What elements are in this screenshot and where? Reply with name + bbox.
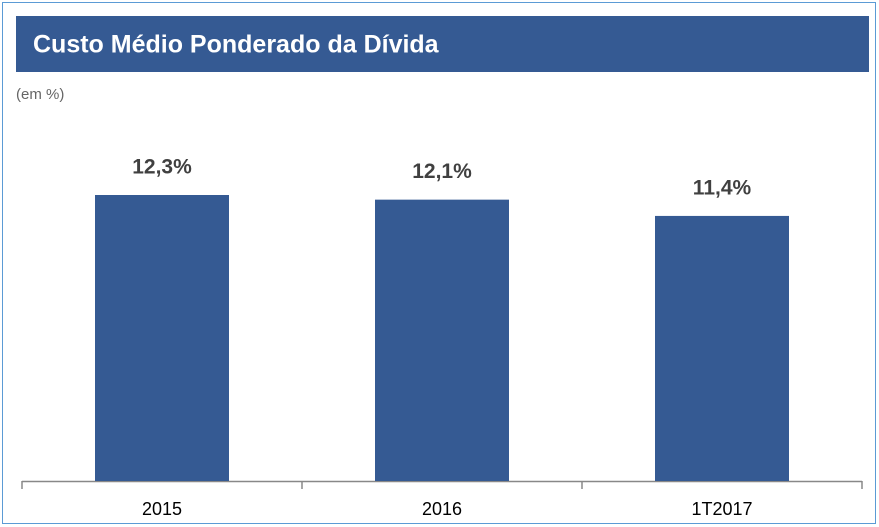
chart-title: Custo Médio Ponderado da Dívida xyxy=(33,31,440,59)
value-label: 12,3% xyxy=(132,156,192,179)
title-bar xyxy=(16,16,869,72)
bar xyxy=(375,199,509,482)
x-tick-label: 2015 xyxy=(142,499,182,519)
subtitle: (em %) xyxy=(16,86,64,103)
value-label: 11,4% xyxy=(693,176,752,199)
bar xyxy=(655,215,789,482)
x-tick-label: 1T2017 xyxy=(691,499,752,519)
x-tick-label: 2016 xyxy=(422,499,462,519)
bar xyxy=(95,195,229,481)
value-label: 12,1% xyxy=(412,160,472,183)
